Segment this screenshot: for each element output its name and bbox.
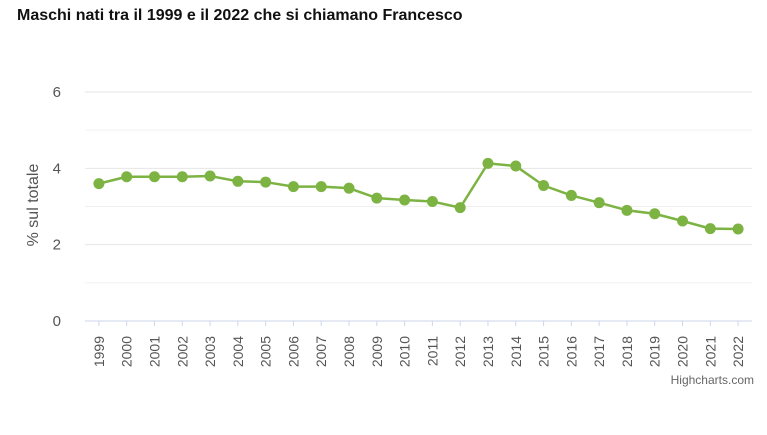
grid-lines [85, 91, 752, 322]
data-point[interactable] [176, 171, 188, 183]
y-tick-label: 0 [53, 313, 61, 330]
data-point[interactable] [426, 196, 438, 208]
x-tick-label: 2015 [536, 336, 552, 367]
data-point[interactable] [565, 189, 577, 201]
data-point[interactable] [343, 182, 355, 194]
data-point[interactable] [371, 192, 383, 204]
data-point[interactable] [510, 160, 522, 172]
x-tick-label: 1999 [91, 336, 107, 367]
credits-link[interactable]: Highcharts.com [670, 373, 754, 387]
x-tick-label: 2021 [702, 336, 718, 367]
x-tick-label: 2005 [258, 336, 274, 367]
x-tick-label: 2012 [452, 336, 468, 367]
data-point[interactable] [677, 215, 689, 227]
x-tick-label: 2017 [591, 336, 607, 367]
data-point[interactable] [621, 204, 633, 216]
x-tick-label: 2014 [508, 336, 524, 367]
x-tick-label: 2010 [397, 336, 413, 367]
x-tick-label: 2022 [730, 336, 746, 367]
x-tick-label: 2004 [230, 336, 246, 367]
x-tick-label: 2003 [202, 336, 218, 367]
y-tick-label: 4 [53, 160, 61, 177]
y-tick-labels: 0 2 4 6 [53, 84, 61, 330]
data-point[interactable] [732, 223, 744, 235]
x-tick-label: 2019 [647, 336, 663, 367]
data-point[interactable] [454, 202, 466, 214]
x-tick-label: 2008 [341, 336, 357, 367]
x-tick-label: 2009 [369, 336, 385, 367]
chart-title: Maschi nati tra il 1999 e il 2022 che si… [17, 7, 463, 24]
x-tick-label: 2006 [285, 336, 301, 367]
x-tick-labels: 1999 2000 2001 2002 2003 2004 2005 2006 2007 2008… [91, 321, 746, 367]
data-point[interactable] [649, 208, 661, 220]
series-line-group [93, 157, 744, 235]
data-point[interactable] [482, 157, 494, 169]
data-point[interactable] [704, 223, 716, 235]
x-tick-label: 2001 [146, 336, 162, 367]
data-point[interactable] [315, 181, 327, 193]
y-tick-label: 2 [53, 237, 61, 254]
x-tick-label: 2002 [174, 336, 190, 367]
x-tick-label: 2013 [480, 336, 496, 367]
data-point[interactable] [538, 180, 550, 192]
data-point[interactable] [93, 178, 105, 190]
data-point[interactable] [232, 175, 244, 187]
series-line [98, 162, 739, 231]
data-point[interactable] [204, 170, 216, 182]
data-point[interactable] [121, 171, 133, 183]
x-tick-label: 2000 [119, 336, 135, 367]
data-point[interactable] [287, 181, 299, 193]
x-tick-label: 2007 [313, 336, 329, 367]
data-point[interactable] [260, 176, 272, 188]
data-point[interactable] [593, 197, 605, 209]
x-tick-label: 2011 [424, 336, 440, 366]
y-tick-label: 6 [53, 84, 61, 101]
x-tick-label: 2018 [619, 336, 635, 367]
y-axis-label: % sul totale [25, 164, 42, 247]
data-point[interactable] [148, 171, 160, 183]
data-point[interactable] [399, 194, 411, 206]
x-tick-label: 2016 [563, 336, 579, 367]
x-tick-label: 2020 [675, 336, 691, 367]
